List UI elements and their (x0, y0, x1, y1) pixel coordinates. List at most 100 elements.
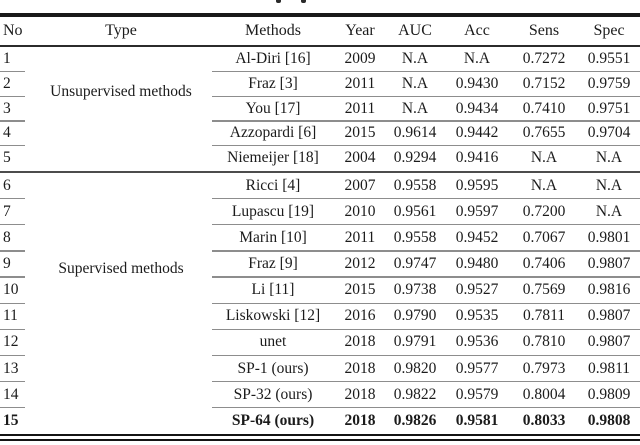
group-label-supervised: Supervised methods (58, 259, 184, 277)
cell-no: 15 (3, 411, 19, 429)
cell-method: Fraz [9] (248, 254, 298, 272)
cell-method: Niemeijer [18] (227, 149, 319, 167)
table-row-highlight-best: 15 SP-64 (ours) 2018 0.9826 0.9581 0.803… (0, 408, 640, 434)
cell-sens: 0.7406 (522, 254, 566, 272)
table-bottom-rule (0, 434, 640, 441)
cell-acc: 0.9442 (455, 124, 499, 142)
cell-sens: 0.8004 (522, 385, 566, 403)
cell-sens: N.A (530, 149, 558, 167)
cell-method: Azzopardi [6] (229, 124, 317, 142)
table-row: 12 unet 2018 0.9791 0.9536 0.7810 0.9807 (0, 329, 640, 357)
cell-year: 2012 (344, 254, 376, 272)
cell-sens: 0.7810 (522, 333, 566, 351)
cell-auc: 0.9790 (393, 307, 437, 325)
cell-acc: 0.9535 (455, 307, 499, 325)
cell-acc: 0.9579 (455, 385, 499, 403)
cell-year: 2015 (344, 124, 376, 142)
cell-spec: N.A (595, 176, 623, 194)
cell-auc: 0.9561 (393, 202, 437, 220)
cell-no: 7 (3, 202, 11, 220)
cell-acc: 0.9577 (455, 359, 499, 377)
cell-sens: 0.7811 (522, 307, 566, 325)
cell-year: 2018 (344, 411, 376, 429)
cell-method: Li [11] (251, 281, 295, 299)
cell-acc: 0.9536 (455, 333, 499, 351)
cell-acc: 0.9416 (455, 149, 499, 167)
cell-no: 14 (3, 385, 19, 403)
column-header-type: Type (105, 22, 137, 39)
section-supervised-methods: Supervised methods 6 Ricci [4] 2007 0.95… (0, 173, 640, 435)
cell-no: 12 (3, 333, 19, 351)
cell-spec: 0.9807 (587, 307, 631, 325)
section-unsupervised-methods: Unsupervised methods 1 Al-Diri [16] 2009… (0, 47, 640, 171)
cell-year: 2018 (344, 359, 376, 377)
cell-no: 1 (3, 50, 11, 68)
cell-auc: 0.9558 (393, 176, 437, 194)
cell-year: 2011 (344, 228, 376, 246)
cell-sens: 0.7569 (522, 281, 566, 299)
cell-no: 9 (3, 254, 11, 272)
cell-auc: N.A (401, 75, 429, 93)
cell-sens: 0.7973 (522, 359, 566, 377)
cell-spec: 0.9551 (587, 50, 631, 68)
cell-method: SP-32 (ours) (233, 385, 313, 403)
cell-acc: 0.9597 (455, 202, 499, 220)
section-divider-rule (0, 170, 640, 173)
cell-method: Marin [10] (239, 228, 307, 246)
cell-sens: N.A (530, 176, 558, 194)
cell-no: 6 (3, 176, 11, 194)
cell-method: You [17] (245, 99, 301, 117)
cell-spec: 0.9808 (587, 411, 631, 429)
table-row: 8 Marin [10] 2011 0.9558 0.9452 0.7067 0… (0, 225, 640, 252)
cell-auc: 0.9294 (393, 149, 437, 167)
table-row: 4 Azzopardi [6] 2015 0.9614 0.9442 0.765… (0, 121, 640, 147)
cell-sens: 0.7200 (522, 202, 566, 220)
cell-year: 2007 (344, 176, 376, 194)
cell-auc: 0.9826 (393, 411, 437, 429)
column-header-sens: Sens (528, 22, 560, 39)
cell-year: 2016 (344, 307, 376, 325)
cell-auc: 0.9747 (393, 254, 437, 272)
cell-auc: N.A (401, 99, 429, 117)
cell-sens: 0.7067 (522, 228, 566, 246)
cell-auc: 0.9820 (393, 359, 437, 377)
cell-spec: 0.9816 (587, 281, 631, 299)
cell-method: unet (259, 333, 287, 351)
cell-no: 8 (3, 228, 11, 246)
cell-spec: 0.9704 (587, 124, 631, 142)
cell-spec: N.A (595, 202, 623, 220)
cell-acc: N.A (463, 50, 491, 68)
cell-spec: 0.9807 (587, 254, 631, 272)
column-header-auc: AUC (398, 22, 432, 39)
cell-spec: 0.9759 (587, 75, 631, 93)
cell-year: 2015 (344, 281, 376, 299)
cell-year: 2011 (344, 75, 376, 93)
column-header-no: No (3, 22, 23, 39)
cell-no: 10 (3, 281, 19, 299)
cell-method: SP-1 (ours) (237, 359, 309, 377)
cell-spec: 0.9801 (587, 228, 631, 246)
cell-sens: 0.7410 (522, 99, 566, 117)
cell-year: 2018 (344, 333, 376, 351)
cell-auc: 0.9614 (393, 124, 437, 142)
cell-spec: 0.9807 (587, 333, 631, 351)
cell-spec: 0.9809 (587, 385, 631, 403)
cell-spec: 0.9811 (587, 359, 631, 377)
cell-auc: N.A (401, 50, 429, 68)
cell-no: 11 (3, 307, 18, 325)
caption-remnant-mark (301, 0, 306, 3)
table-row: 1 Al-Diri [16] 2009 N.A N.A 0.7272 0.955… (0, 47, 640, 73)
column-header-acc: Acc (464, 22, 490, 39)
table-row: 9 Fraz [9] 2012 0.9747 0.9480 0.7406 0.9… (0, 251, 640, 278)
caption-remnant-mark (276, 0, 281, 3)
cell-year: 2010 (344, 202, 376, 220)
table-row: 6 Ricci [4] 2007 0.9558 0.9595 N.A N.A (0, 173, 640, 200)
cell-auc: 0.9558 (393, 228, 437, 246)
cell-method: Lupascu [19] (231, 202, 315, 220)
cell-acc: 0.9595 (455, 176, 499, 194)
cell-auc: 0.9738 (393, 281, 437, 299)
cell-auc: 0.9791 (393, 333, 437, 351)
table-row: 3 You [17] 2011 N.A 0.9434 0.7410 0.9751 (0, 96, 640, 122)
table-row: 5 Niemeijer [18] 2004 0.9294 0.9416 N.A … (0, 146, 640, 171)
